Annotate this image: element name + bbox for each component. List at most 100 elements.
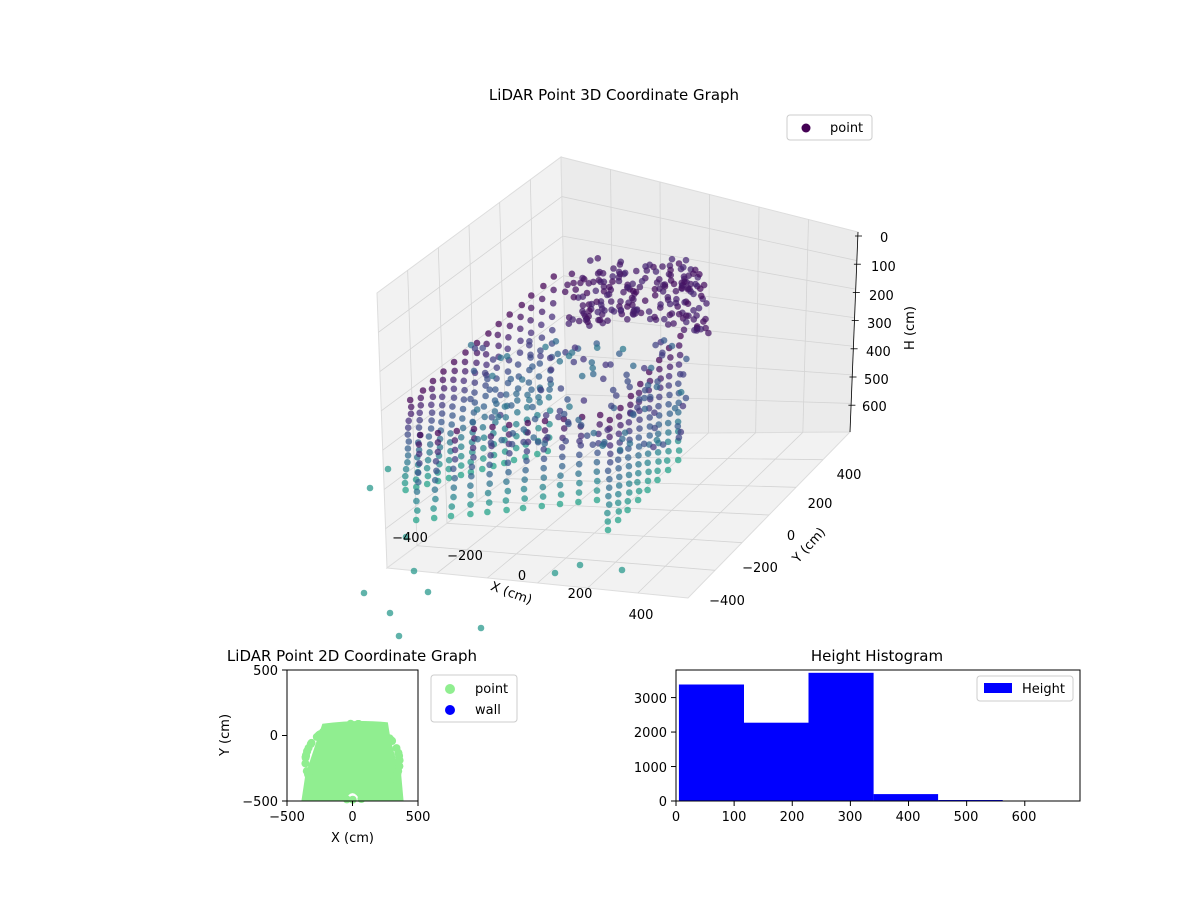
lidar-point bbox=[479, 424, 487, 431]
lidar-point bbox=[690, 307, 697, 314]
lidar-point bbox=[483, 361, 490, 369]
lidar-point bbox=[529, 363, 536, 370]
lidar-point bbox=[489, 423, 496, 431]
lidar-point bbox=[617, 404, 624, 412]
x-tick-label-2d: 500 bbox=[406, 810, 431, 825]
lidar-point bbox=[450, 385, 458, 393]
lidar-point bbox=[523, 457, 530, 465]
lidar-point bbox=[542, 343, 549, 351]
lidar-point bbox=[493, 364, 501, 372]
lidar-point bbox=[651, 409, 658, 417]
lidar-point bbox=[539, 483, 547, 491]
lidar-point bbox=[512, 444, 520, 452]
lidar-point bbox=[538, 334, 546, 342]
lidar-point bbox=[586, 307, 593, 315]
lidar-point bbox=[412, 516, 420, 524]
lidar-point bbox=[450, 394, 458, 402]
lidar-point bbox=[600, 283, 608, 291]
lidar-point bbox=[683, 355, 690, 363]
y-tick-label: 0 bbox=[787, 529, 795, 544]
lidar-point bbox=[653, 279, 661, 286]
lidar-point bbox=[546, 407, 554, 415]
lidar-point bbox=[527, 304, 535, 312]
legend-histogram: Height bbox=[976, 675, 1074, 702]
lidar-point bbox=[617, 298, 624, 305]
lidar-point bbox=[415, 478, 422, 486]
lidar-point bbox=[654, 467, 661, 475]
lidar-point bbox=[426, 441, 434, 448]
x-tick-label-hist: 600 bbox=[1012, 810, 1037, 825]
lidar-point bbox=[527, 329, 535, 337]
lidar-point bbox=[486, 461, 493, 469]
lidar-point bbox=[417, 431, 424, 439]
lidar-point bbox=[576, 451, 583, 459]
lidar-point bbox=[517, 337, 524, 345]
scatter-2d-point bbox=[307, 738, 316, 747]
lidar-point bbox=[518, 301, 526, 309]
legend-label-point: point bbox=[475, 682, 508, 697]
lidar-point bbox=[659, 349, 666, 357]
lidar-point bbox=[505, 421, 513, 429]
lidar-point bbox=[570, 293, 578, 301]
lidar-point bbox=[449, 403, 456, 410]
lidar-point bbox=[675, 447, 683, 454]
lidar-point bbox=[585, 280, 593, 287]
lidar-point bbox=[615, 274, 623, 281]
lidar-point bbox=[682, 256, 690, 264]
lidar-point bbox=[410, 567, 418, 575]
lidar-point bbox=[576, 437, 583, 445]
legend-marker-point bbox=[445, 684, 455, 694]
lidar-point bbox=[520, 485, 528, 493]
lidar-point bbox=[627, 392, 635, 400]
grid-line-3d bbox=[708, 194, 710, 434]
lidar-point bbox=[416, 416, 424, 424]
lidar-point bbox=[593, 468, 601, 476]
lidar-point bbox=[606, 433, 613, 441]
lidar-point bbox=[664, 321, 672, 328]
lidar-point bbox=[626, 489, 633, 496]
lidar-point bbox=[558, 462, 566, 470]
scatter-2d-point bbox=[328, 723, 337, 732]
lidar-point bbox=[666, 410, 674, 418]
lidar-point bbox=[487, 452, 494, 459]
lidar-point bbox=[431, 486, 439, 494]
lidar-point bbox=[667, 266, 674, 274]
lidar-point bbox=[554, 350, 562, 358]
lidar-point bbox=[445, 474, 453, 482]
lidar-point bbox=[460, 377, 468, 385]
lidar-point bbox=[438, 410, 446, 417]
lidar-point bbox=[506, 311, 513, 318]
lidar-point bbox=[536, 399, 543, 406]
lidar-point bbox=[449, 412, 456, 419]
lidar-point bbox=[568, 349, 576, 356]
grid-line-3d bbox=[529, 179, 538, 457]
x-tick-label: 400 bbox=[629, 608, 654, 623]
lidar-point bbox=[523, 404, 531, 411]
lidar-point bbox=[487, 439, 495, 447]
lidar-point bbox=[647, 364, 655, 372]
histogram-y-ticks: 0 1000 2000 3000 bbox=[634, 692, 667, 810]
lidar-point bbox=[467, 491, 474, 499]
lidar-point bbox=[636, 425, 643, 432]
lidar-point bbox=[440, 385, 448, 392]
lidar-point bbox=[679, 402, 687, 410]
lidar-point bbox=[526, 396, 533, 404]
chart-3d-title: LiDAR Point 3D Coordinate Graph bbox=[489, 86, 739, 104]
lidar-point bbox=[615, 465, 622, 472]
lidar-point bbox=[451, 367, 459, 375]
lidar-point bbox=[698, 292, 705, 300]
lidar-point bbox=[596, 411, 604, 419]
lidar-point bbox=[594, 308, 602, 316]
lidar-point bbox=[676, 351, 684, 359]
lidar-point bbox=[415, 450, 423, 458]
lidar-point bbox=[481, 369, 489, 377]
lidar-point bbox=[494, 331, 502, 339]
lidar-point bbox=[489, 372, 496, 380]
lidar-point bbox=[568, 270, 576, 278]
lidar-point bbox=[485, 330, 492, 337]
scatter-2d-point bbox=[301, 759, 310, 768]
lidar-point bbox=[414, 469, 422, 477]
histogram-title: Height Histogram bbox=[811, 647, 943, 665]
lidar-point bbox=[467, 395, 474, 403]
